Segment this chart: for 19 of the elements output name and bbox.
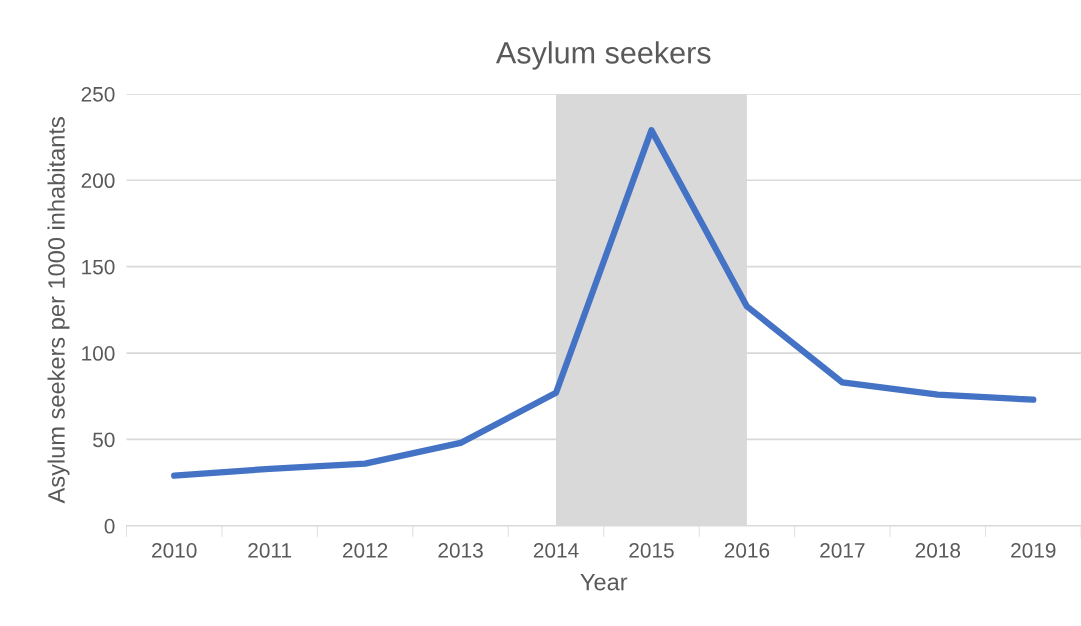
y-tick-label: 200: [81, 173, 115, 189]
x-tick-label: 2016: [724, 543, 770, 558]
x-axis-title: Year: [580, 573, 628, 591]
x-tick-label: 2019: [1011, 543, 1056, 558]
y-tick-label: 50: [93, 432, 115, 448]
x-tick-label: 2013: [438, 543, 483, 558]
y-tick-label: 150: [82, 259, 115, 275]
chart-title: Asylum seekers: [495, 41, 711, 70]
x-tick-label: 2018: [915, 543, 961, 558]
x-tick-label: 2015: [629, 543, 674, 558]
y-axis-title: Asylum seekers per 1000 inhabitants: [47, 117, 70, 504]
y-tick-label: 100: [82, 346, 115, 361]
x-tick-label: 2014: [533, 543, 579, 558]
x-tick-label: 2012: [342, 543, 388, 558]
x-tick-label: 2017: [820, 543, 865, 558]
y-tick-label: 0: [104, 518, 115, 534]
x-tick-label: 2010: [152, 543, 197, 558]
x-tick-label: 2011: [248, 543, 292, 558]
y-tick-label: 250: [81, 86, 115, 102]
